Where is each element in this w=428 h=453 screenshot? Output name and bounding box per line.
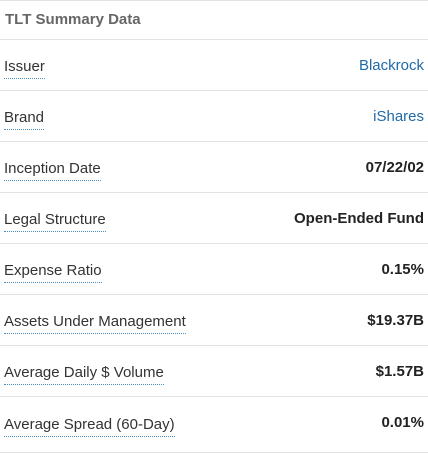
brand-label[interactable]: Brand	[4, 108, 45, 130]
expense-ratio-value: 0.15%	[381, 260, 424, 278]
average-daily-volume-value: $1.57B	[375, 362, 424, 380]
expense-ratio-label[interactable]: Expense Ratio	[4, 261, 102, 283]
issuer-link[interactable]: Blackrock	[358, 56, 424, 74]
legal-structure-value: Open-Ended Fund	[294, 209, 424, 227]
legal-structure-label[interactable]: Legal Structure	[4, 210, 106, 232]
row-issuer: Issuer Blackrock	[0, 40, 428, 91]
row-average-spread: Average Spread (60-Day) 0.01%	[0, 397, 428, 448]
inception-date-label[interactable]: Inception Date	[4, 159, 101, 181]
assets-under-management-value: $19.37B	[367, 311, 424, 329]
row-legal-structure: Legal Structure Open-Ended Fund	[0, 193, 428, 244]
brand-link[interactable]: iShares	[373, 107, 424, 125]
average-spread-label[interactable]: Average Spread (60-Day)	[4, 415, 175, 437]
average-daily-volume-label[interactable]: Average Daily $ Volume	[4, 363, 164, 385]
row-average-daily-volume: Average Daily $ Volume $1.57B	[0, 346, 428, 397]
inception-date-value: 07/22/02	[365, 158, 424, 176]
average-spread-value: 0.01%	[381, 414, 424, 431]
row-brand: Brand iShares	[0, 91, 428, 142]
row-inception-date: Inception Date 07/22/02	[0, 142, 428, 193]
assets-under-management-label[interactable]: Assets Under Management	[4, 312, 186, 334]
issuer-label[interactable]: Issuer	[4, 57, 45, 79]
panel-title: TLT Summary Data	[0, 1, 428, 40]
row-expense-ratio: Expense Ratio 0.15%	[0, 244, 428, 295]
row-assets-under-management: Assets Under Management $19.37B	[0, 295, 428, 346]
